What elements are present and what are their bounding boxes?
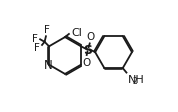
Text: N: N xyxy=(44,59,53,72)
Text: F: F xyxy=(32,34,38,44)
Text: F: F xyxy=(44,25,50,35)
Text: NH: NH xyxy=(128,75,145,85)
Text: Cl: Cl xyxy=(71,28,82,38)
Text: O: O xyxy=(82,58,90,67)
Text: S: S xyxy=(83,43,93,56)
Text: F: F xyxy=(35,43,40,53)
Text: 2: 2 xyxy=(132,76,137,85)
Text: O: O xyxy=(86,32,94,42)
